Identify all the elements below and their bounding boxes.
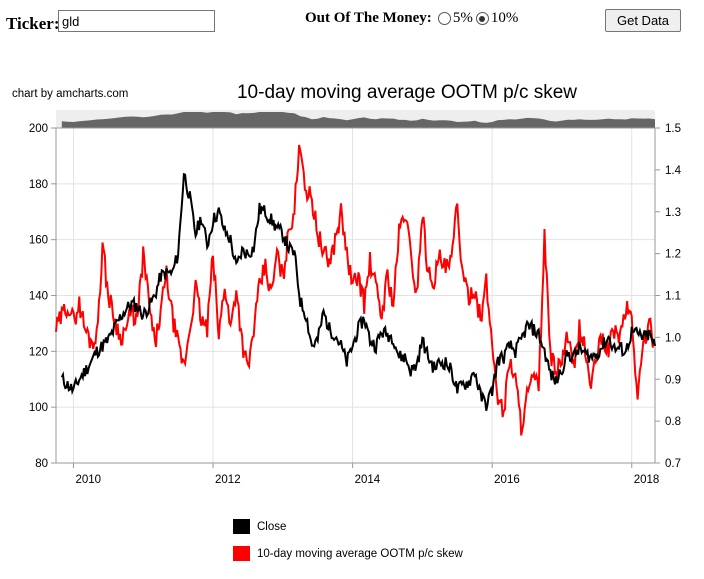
control-form: Ticker: Out Of The Money: 5% 10% Get Dat…: [0, 0, 704, 40]
y-left-tick-label: 200: [29, 123, 48, 135]
radio-button[interactable]: [437, 12, 451, 25]
y-right-tick-label: 1.5: [665, 123, 681, 135]
y-left-tick-label: 80: [35, 458, 48, 470]
legend-item-skew[interactable]: 10-day moving average OOTM p/c skew: [233, 546, 463, 561]
ootm-radio-10[interactable]: 10%: [475, 10, 519, 27]
series-line-close: [60, 172, 656, 411]
legend-swatch: [233, 519, 250, 534]
y-right-tick-label: 1.2: [665, 249, 681, 261]
ticker-label: Ticker:: [6, 14, 60, 33]
right-axis: 0.7 0.8 0.9 1.0 1.1 1.2 1.3 1.4 1.5: [655, 123, 682, 470]
y-right-tick-label: 0.9: [665, 374, 681, 386]
legend-item-close[interactable]: Close: [233, 519, 286, 534]
ootm-group: Out Of The Money: 5% 10%: [305, 10, 521, 27]
x-axis: 2010 2012 2014 2016 2018: [72, 463, 660, 486]
legend-label: 10-day moving average OOTM p/c skew: [257, 547, 463, 560]
y-left-tick-label: 180: [29, 179, 48, 191]
y-left-tick-label: 140: [29, 291, 48, 303]
y-right-tick-label: 1.4: [665, 165, 682, 177]
chart-title: 10-day moving average OOTM p/c skew: [236, 82, 578, 103]
y-right-tick-label: 1.0: [665, 332, 681, 344]
x-tick-label: 2016: [494, 474, 520, 486]
radio-label: 10%: [490, 10, 519, 26]
grid: [56, 127, 655, 464]
get-data-button[interactable]: Get Data: [605, 9, 681, 32]
y-right-tick-label: 1.3: [665, 207, 681, 219]
x-tick-label: 2018: [634, 474, 660, 486]
series-line-skew: [55, 144, 656, 436]
y-right-tick-label: 1.1: [665, 291, 681, 303]
scrollbar-preview[interactable]: [61, 112, 656, 128]
legend-swatch: [233, 546, 250, 561]
x-tick-label: 2014: [355, 474, 381, 486]
left-axis: 80 100 120 140 160 180 200: [29, 123, 56, 470]
ticker-input[interactable]: [58, 10, 215, 32]
x-tick-label: 2010: [75, 474, 101, 486]
y-left-tick-label: 100: [29, 402, 48, 414]
ootm-label: Out Of The Money:: [305, 10, 432, 26]
ootm-radio-5[interactable]: 5%: [437, 10, 473, 27]
y-left-tick-label: 120: [29, 346, 48, 358]
y-left-tick-label: 160: [29, 235, 48, 247]
x-tick-label: 2012: [215, 474, 241, 486]
radio-label: 5%: [452, 10, 473, 26]
chart-credit-link[interactable]: chart by amcharts.com: [12, 88, 129, 100]
y-right-tick-label: 0.8: [665, 416, 681, 428]
legend-label: Close: [257, 520, 287, 533]
radio-button[interactable]: [475, 12, 489, 25]
y-right-tick-label: 0.7: [665, 458, 681, 470]
